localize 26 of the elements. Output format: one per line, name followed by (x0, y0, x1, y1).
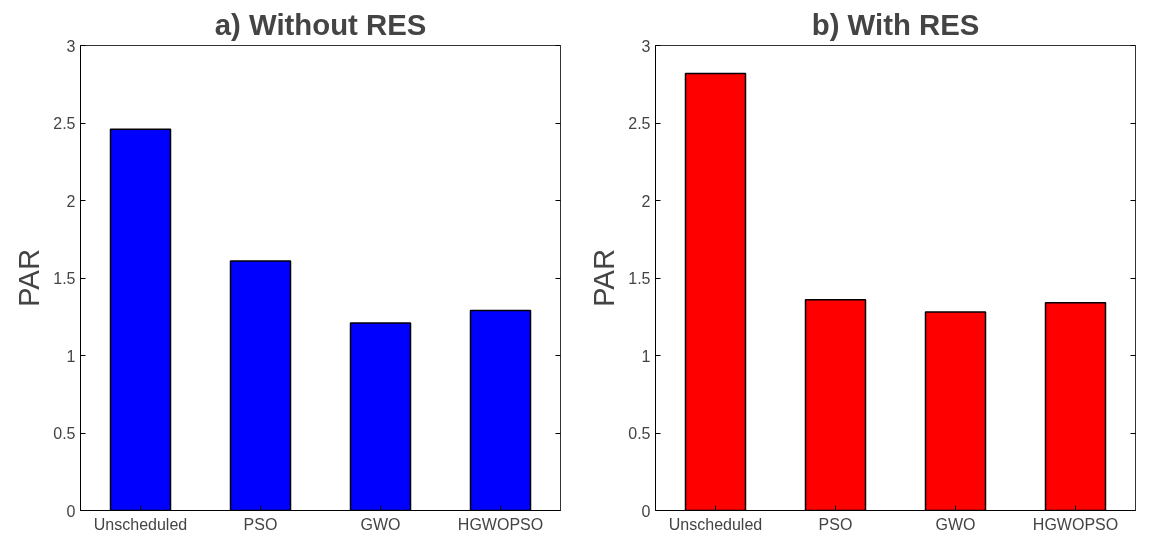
x-tick-label: HGWOPSO (457, 515, 544, 533)
chart-title: b) With RES (811, 7, 980, 41)
y-axis-title: PAR (12, 248, 46, 308)
x-tick-label: GWO (360, 515, 401, 533)
y-tick-label: 0 (641, 502, 651, 520)
y-tick-label: 0 (66, 502, 76, 520)
y-tick-label: 1 (641, 347, 651, 365)
chart-title: a) Without RES (214, 7, 427, 41)
y-tick-label: 2.5 (53, 115, 76, 132)
x-tick-label: GWO (935, 515, 976, 533)
y-tick-label: 0.5 (628, 425, 651, 442)
y-tick-label: 0.5 (53, 425, 76, 442)
y-tick-label: 1.5 (628, 270, 651, 287)
x-tick-label: PSO (818, 515, 853, 533)
y-axis-title: PAR (587, 248, 621, 308)
y-tick-label: 2 (66, 192, 76, 210)
y-tick-label: 2.5 (628, 115, 651, 132)
y-tick-label: 3 (641, 37, 651, 55)
y-tick-label: 3 (66, 37, 76, 55)
x-tick-label: PSO (243, 515, 278, 533)
y-tick-label: 1 (66, 347, 76, 365)
x-tick-label: HGWOPSO (1032, 515, 1119, 533)
x-tick-label: Unscheduled (93, 515, 188, 533)
x-tick-label: Unscheduled (668, 515, 763, 533)
y-tick-label: 2 (641, 192, 651, 210)
y-tick-label: 1.5 (53, 270, 76, 287)
